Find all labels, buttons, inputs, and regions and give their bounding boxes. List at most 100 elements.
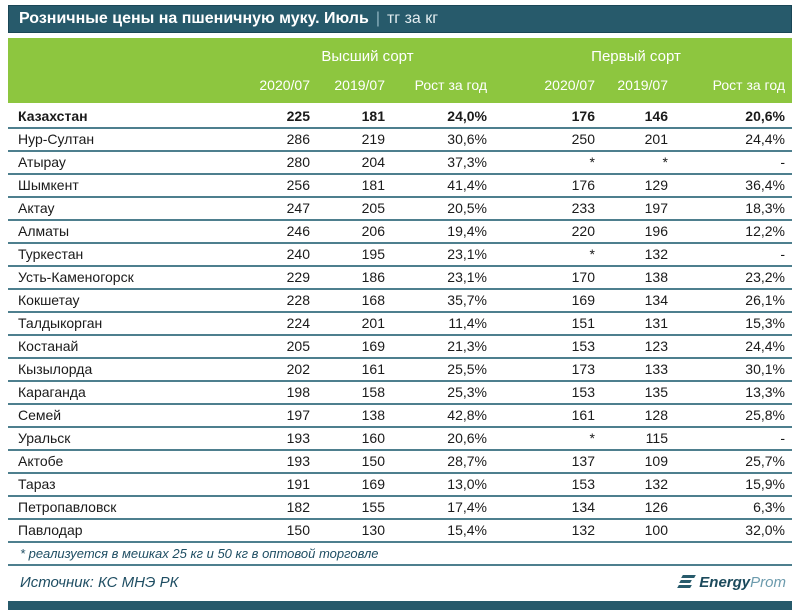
city-name: Туркестан — [18, 246, 84, 262]
value-first-growth: 32,0% — [745, 522, 785, 538]
value-first-growth: 15,3% — [745, 315, 785, 331]
value-first-2019: 196 — [644, 223, 668, 239]
value-first-2019: 138 — [644, 269, 668, 285]
table-row: Уральск 193 160 20,6% * 115 - — [8, 428, 792, 451]
value-premium-2019: 169 — [361, 338, 385, 354]
value-premium-2020: 228 — [286, 292, 310, 308]
value-first-2020: 161 — [571, 407, 595, 423]
column-header-row: 2020/07 2019/07 Рост за год 2020/07 2019… — [18, 70, 785, 100]
value-first-2019: 134 — [644, 292, 668, 308]
title-separator: | — [375, 10, 380, 27]
column-header: 2020/07 — [259, 77, 310, 93]
logo-text-bold: Energy — [699, 574, 751, 591]
value-premium-growth: 35,7% — [447, 292, 487, 308]
value-premium-2019: 155 — [361, 499, 385, 515]
value-first-growth: 20,6% — [745, 108, 785, 124]
value-premium-growth: 11,4% — [448, 315, 487, 331]
value-first-2019: 123 — [644, 338, 668, 354]
value-premium-growth: 15,4% — [447, 522, 487, 538]
column-header: 2019/07 — [334, 77, 385, 93]
value-first-2019: 131 — [644, 315, 668, 331]
group-header-premium: Высший сорт — [321, 47, 414, 65]
value-premium-2020: 182 — [286, 499, 310, 515]
value-premium-2019: 201 — [361, 315, 385, 331]
city-name: Караганда — [18, 384, 86, 400]
value-first-growth: 18,3% — [745, 200, 785, 216]
value-first-growth: 24,4% — [745, 338, 785, 354]
value-first-2019: 135 — [644, 384, 668, 400]
value-first-growth: 13,3% — [745, 384, 785, 400]
value-first-growth: - — [780, 430, 785, 446]
value-premium-2019: 161 — [361, 361, 385, 377]
value-first-2019: 109 — [644, 453, 668, 469]
city-name: Атырау — [18, 154, 66, 170]
value-first-growth: 6,3% — [753, 499, 785, 515]
table-row: Петропавловск 182 155 17,4% 134 126 6,3% — [8, 497, 792, 520]
table-body: Казахстан 225 181 24,0% 176 146 20,6% Ну… — [8, 106, 792, 543]
value-premium-growth: 24,0% — [447, 108, 487, 124]
value-first-growth: 26,1% — [745, 292, 785, 308]
value-premium-2020: 240 — [286, 246, 310, 262]
value-premium-growth: 42,8% — [447, 407, 487, 423]
value-premium-growth: 28,7% — [447, 453, 487, 469]
title-unit: тг за кг — [386, 10, 439, 27]
footnote: * реализуется в мешках 25 кг и 50 кг в о… — [8, 543, 792, 566]
table-row: Тараз 191 169 13,0% 153 132 15,9% — [8, 474, 792, 497]
value-premium-growth: 23,1% — [447, 269, 487, 285]
value-first-2020: 220 — [571, 223, 595, 239]
city-name: Нур-Султан — [18, 131, 95, 147]
value-first-2020: * — [589, 154, 595, 170]
value-premium-2019: 169 — [361, 476, 385, 492]
value-premium-2020: 286 — [286, 131, 310, 147]
value-first-2019: 128 — [644, 407, 668, 423]
value-first-2019: 133 — [644, 361, 668, 377]
table-row: Семей 197 138 42,8% 161 128 25,8% — [8, 405, 792, 428]
table-row: Кызылорда 202 161 25,5% 173 133 30,1% — [8, 359, 792, 382]
table-row: Атырау 280 204 37,3% * * - — [8, 152, 792, 175]
table-row: Нур-Султан 286 219 30,6% 250 201 24,4% — [8, 129, 792, 152]
title-bar: Розничные цены на пшеничную муку. Июль |… — [8, 5, 792, 33]
value-premium-2019: 186 — [361, 269, 385, 285]
value-premium-2019: 158 — [361, 384, 385, 400]
value-premium-2020: 198 — [286, 384, 310, 400]
value-premium-2019: 181 — [361, 177, 385, 193]
value-first-2019: 146 — [644, 108, 668, 124]
value-premium-2019: 181 — [361, 108, 385, 124]
value-premium-2020: 247 — [286, 200, 310, 216]
value-first-growth: 24,4% — [745, 131, 785, 147]
value-premium-2020: 256 — [286, 177, 310, 193]
source-text: Источник: КС МНЭ РК — [20, 574, 179, 591]
column-header: Рост за год — [414, 77, 487, 93]
value-premium-2019: 204 — [361, 154, 385, 170]
value-first-growth: 25,8% — [745, 407, 785, 423]
city-name: Актобе — [18, 453, 64, 469]
value-first-2020: 153 — [571, 338, 595, 354]
value-premium-2019: 219 — [361, 131, 385, 147]
value-first-2019: 126 — [644, 499, 668, 515]
table-row: Туркестан 240 195 23,1% * 132 - — [8, 244, 792, 267]
table-row: Актау 247 205 20,5% 233 197 18,3% — [8, 198, 792, 221]
value-first-2019: 197 — [644, 200, 668, 216]
value-first-2019: 129 — [644, 177, 668, 193]
value-premium-2020: 202 — [286, 361, 310, 377]
city-name: Петропавловск — [18, 499, 117, 515]
value-first-2019: 132 — [644, 246, 668, 262]
table-row: Караганда 198 158 25,3% 153 135 13,3% — [8, 382, 792, 405]
column-header: 2020/07 — [544, 77, 595, 93]
city-name: Талдыкорган — [18, 315, 103, 331]
value-premium-growth: 20,6% — [447, 430, 487, 446]
table-row: Талдыкорган 224 201 11,4% 151 131 15,3% — [8, 313, 792, 336]
city-name: Кокшетау — [18, 292, 80, 308]
value-premium-growth: 37,3% — [447, 154, 487, 170]
value-first-2019: 100 — [644, 522, 668, 538]
value-first-2020: * — [589, 430, 595, 446]
value-premium-growth: 41,4% — [447, 177, 487, 193]
city-name: Алматы — [18, 223, 70, 239]
value-first-2020: * — [589, 246, 595, 262]
energyprom-logo: Energy Prom — [677, 574, 786, 591]
city-name: Актау — [18, 200, 55, 216]
table-row: Павлодар 150 130 15,4% 132 100 32,0% — [8, 520, 792, 543]
table-row: Шымкент 256 181 41,4% 176 129 36,4% — [8, 175, 792, 198]
value-first-growth: 36,4% — [745, 177, 785, 193]
value-premium-2020: 205 — [286, 338, 310, 354]
